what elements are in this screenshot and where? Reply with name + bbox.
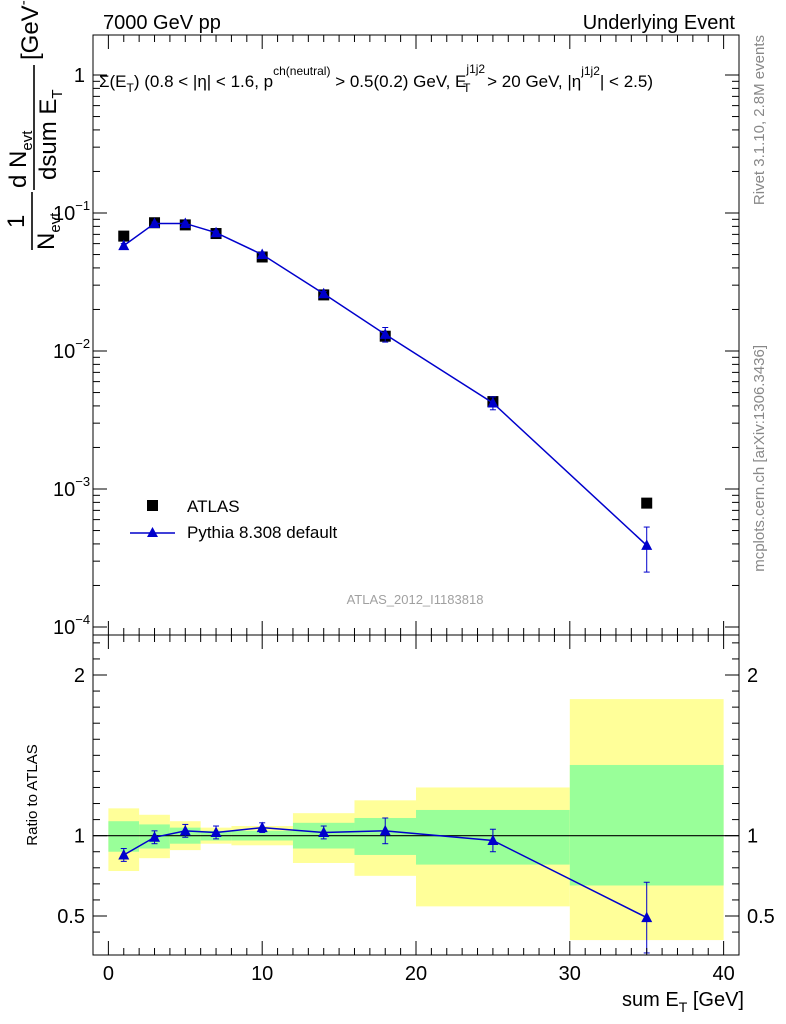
ylabel-one: 1 — [3, 215, 30, 228]
ratio-pythia-point — [210, 826, 222, 837]
ylabel-unit: [GeV-1] — [15, 0, 44, 60]
ratio-plot-area — [93, 699, 739, 954]
main-y-tick-label: 1 — [74, 65, 85, 87]
ratio-pythia-point — [487, 834, 499, 845]
mcplots-label: mcplots.cern.ch [arXiv:1306.3436] — [751, 345, 768, 572]
ratio-pythia-point — [256, 821, 268, 833]
energy-label: 7000 GeV pp — [103, 12, 221, 34]
legend-pythia-label: Pythia 8.308 default — [187, 523, 338, 542]
main-y-tick-label: 10−2 — [53, 336, 90, 363]
green-uncertainty-band — [108, 821, 140, 852]
ratio-pythia-point — [179, 824, 191, 836]
pythia-point — [641, 539, 653, 550]
x-tick-label: 40 — [712, 963, 734, 985]
ratio-pythia-point — [379, 824, 391, 836]
rivet-label: Rivet 3.1.10, 2.8M events — [751, 35, 768, 205]
ratio-y-axis: 0.5 0.5 1 1 2 2 — [57, 642, 775, 933]
pythia-point — [379, 328, 391, 339]
legend-pythia-marker — [147, 527, 158, 537]
ratio-y-tick-label-left: 0.5 — [57, 906, 85, 928]
atlas-point — [118, 230, 130, 242]
main-frame — [92, 34, 740, 636]
ratio-y-axis-label: Ratio to ATLAS — [24, 744, 41, 845]
x-tick-label: 10 — [251, 963, 273, 985]
legend: ATLAS Pythia 8.308 default — [130, 497, 338, 542]
analysis-label: Underlying Event — [583, 12, 736, 34]
pythia-point — [118, 239, 130, 251]
pythia-point — [487, 396, 499, 408]
pythia-point — [256, 248, 268, 260]
x-tick-label: 0 — [103, 963, 114, 985]
ratio-y-tick-label-left: 2 — [74, 665, 85, 687]
ratio-panel: 0.5 0.5 1 1 2 2 0 10 20 30 40 Ratio to ATLAS sum … — [24, 634, 775, 1015]
ratio-y-tick-label-right: 0.5 — [747, 906, 775, 928]
x-axis: 0 10 20 30 40 — [103, 635, 735, 985]
legend-atlas-label: ATLAS — [187, 497, 240, 516]
main-plot-area — [118, 217, 653, 573]
legend-atlas-marker — [147, 500, 158, 511]
x-tick-label: 30 — [559, 963, 581, 985]
pythia-point — [318, 287, 330, 299]
analysis-watermark: ATLAS_2012_I1183818 — [347, 592, 484, 607]
plot-title: Σ(ET) (0.8 < |η| < 1.6, pch(neutral) > 0… — [99, 62, 653, 95]
green-uncertainty-band — [569, 764, 724, 886]
x-axis-label: sum ET [GeV] — [622, 989, 744, 1015]
atlas-point — [641, 497, 653, 509]
ratio-pythia-point — [641, 911, 653, 923]
ylabel-dn: d Nevt — [5, 130, 36, 188]
ratio-pythia-point — [318, 826, 330, 837]
main-y-tick-label: 10−4 — [53, 612, 90, 639]
ylabel-n: Nevt — [33, 212, 64, 250]
pythia-point — [149, 217, 161, 228]
ratio-pythia-point — [118, 848, 130, 860]
pythia-point — [210, 226, 222, 238]
main-panel: 1 10−1 10−2 10−3 10−4 Σ(ET) (0.8 < |η| < 1.6… — [3, 0, 740, 639]
ratio-y-tick-label-left: 1 — [74, 826, 85, 848]
main-y-tick-label: 10−3 — [53, 474, 90, 501]
main-y-axis-label: 1 Nevt d Nevt dsum ET [GeV-1] — [3, 0, 66, 250]
main-y-tick-label: 10−1 — [53, 198, 90, 225]
pythia-point — [179, 217, 191, 228]
ratio-y-tick-label-right: 2 — [747, 665, 758, 687]
x-tick-label: 20 — [405, 963, 427, 985]
ratio-y-tick-label-right: 1 — [747, 826, 758, 848]
ylabel-dsum: dsum ET — [35, 89, 66, 180]
main-y-axis: 1 10−1 10−2 10−3 10−4 — [53, 35, 739, 639]
ratio-pythia-point — [149, 831, 161, 842]
